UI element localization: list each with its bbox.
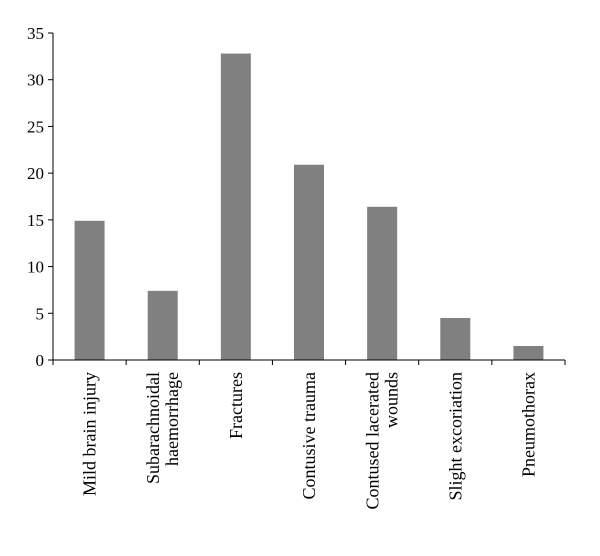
x-category-label-line: Subarachnoidal <box>143 372 163 484</box>
x-category-label: Mild brain injury <box>80 372 100 496</box>
bar <box>513 345 544 360</box>
x-category-label: Slight excoriation <box>445 372 465 500</box>
x-axis: Mild brain injury Subarachnoidalhaemorrha… <box>52 359 566 509</box>
x-category-label-line: Slight excoriation <box>445 372 465 500</box>
x-category-label: Fractures <box>226 372 246 439</box>
y-tick-label: 15 <box>27 211 44 230</box>
y-tick-label: 5 <box>36 304 45 323</box>
bar <box>74 220 105 360</box>
x-category-label: Contused laceratedwounds <box>363 372 402 509</box>
x-category-label: Pneumothorax <box>518 372 538 477</box>
bar <box>147 290 178 360</box>
y-tick-label: 20 <box>27 164 44 183</box>
x-category-label: Contusive trauma <box>299 372 319 499</box>
bars-group <box>74 53 544 360</box>
bar <box>440 317 471 360</box>
y-tick-label: 0 <box>36 351 45 370</box>
x-category-label: Subarachnoidalhaemorrhage <box>143 372 182 484</box>
x-category-label-line: Contused lacerated <box>363 372 383 509</box>
x-category-label-line: Mild brain injury <box>80 372 100 496</box>
x-category-label-line: haemorrhage <box>162 372 182 466</box>
y-tick-label: 35 <box>27 24 44 43</box>
bar <box>367 206 398 360</box>
x-category-label-line: Fractures <box>226 372 246 439</box>
y-axis: 0 5 10 15 20 25 30 35 <box>27 24 54 370</box>
x-category-label-line: wounds <box>382 372 402 428</box>
bar <box>220 53 251 360</box>
x-category-label-line: Pneumothorax <box>518 372 538 477</box>
bar <box>294 164 324 360</box>
y-tick-label: 30 <box>27 71 44 90</box>
x-category-label-line: Contusive trauma <box>299 372 319 499</box>
y-tick-label: 10 <box>27 258 44 277</box>
y-tick-label: 25 <box>27 117 44 136</box>
